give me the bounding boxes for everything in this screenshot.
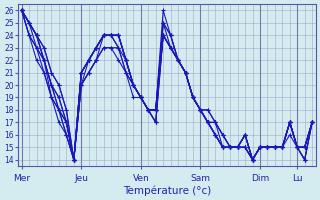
X-axis label: Température (°c): Température (°c)	[123, 185, 211, 196]
